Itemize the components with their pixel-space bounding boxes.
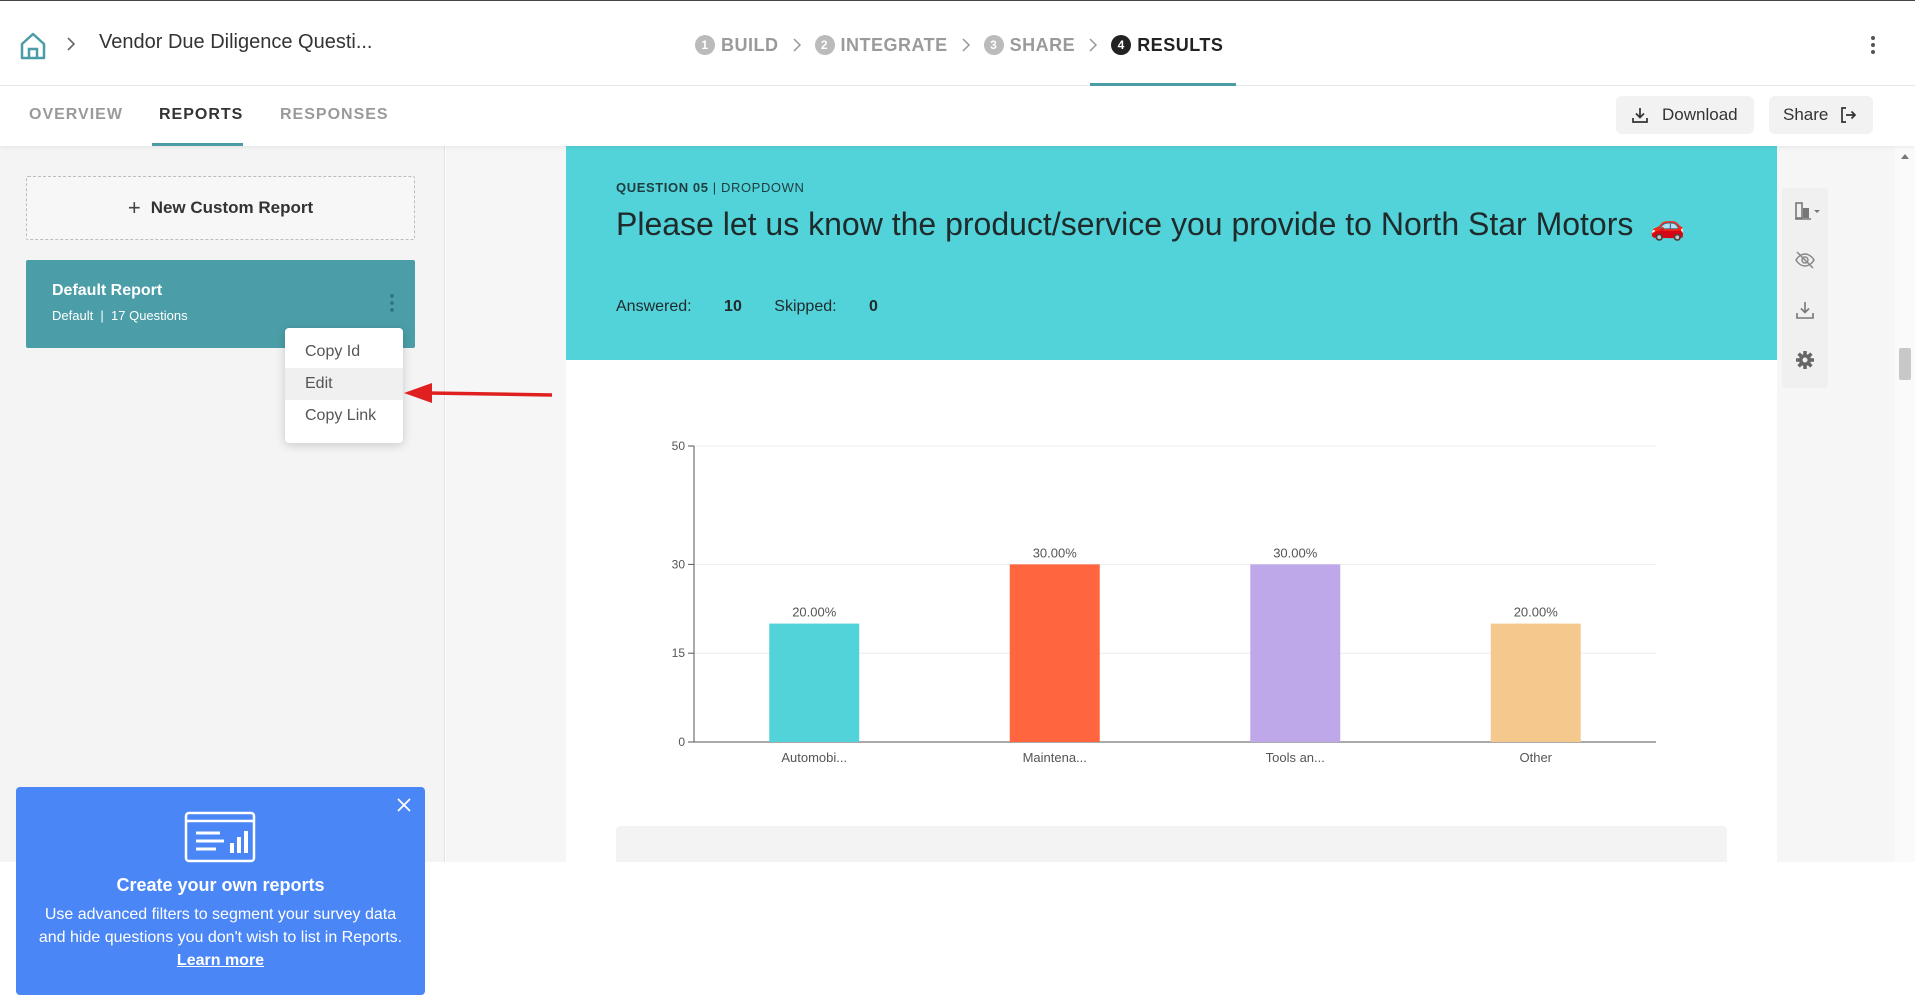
new-report-label: New Custom Report bbox=[150, 198, 314, 217]
skipped-label: Skipped: bbox=[774, 298, 837, 315]
chevron-right-icon bbox=[67, 37, 76, 51]
question-header: QUESTION 05 | DROPDOWN Please let us kno… bbox=[566, 146, 1777, 360]
question-card: QUESTION 05 | DROPDOWN Please let us kno… bbox=[566, 146, 1777, 862]
y-tick-label: 0 bbox=[678, 735, 685, 749]
step-number: 3 bbox=[983, 35, 1004, 55]
active-tab-indicator bbox=[152, 143, 243, 146]
step-share[interactable]: 3 SHARE bbox=[983, 34, 1076, 56]
data-label: 20.00% bbox=[1514, 605, 1559, 620]
share-label: Share bbox=[1783, 105, 1829, 124]
report-content: QUESTION 05 | DROPDOWN Please let us kno… bbox=[446, 146, 1915, 862]
chart-type-icon[interactable] bbox=[1794, 200, 1822, 222]
chart-bar bbox=[1490, 623, 1581, 742]
red-arrow-annotation bbox=[404, 383, 553, 403]
more-vertical-icon[interactable] bbox=[1866, 33, 1880, 57]
step-build[interactable]: 1 BUILD bbox=[695, 35, 779, 56]
promo-title: Create your own reports bbox=[116, 875, 325, 895]
home-icon[interactable] bbox=[18, 31, 48, 61]
download-icon bbox=[1632, 108, 1648, 123]
step-number: 1 bbox=[695, 35, 715, 55]
data-label: 20.00% bbox=[792, 605, 837, 620]
question-stats: Answered: 10 Skipped: 0 bbox=[616, 298, 906, 316]
eye-off-icon[interactable] bbox=[1794, 249, 1816, 271]
plus-icon: + bbox=[127, 195, 141, 220]
menu-edit[interactable]: Edit bbox=[285, 368, 403, 400]
category-label: Other bbox=[1519, 750, 1552, 765]
chart-bar bbox=[769, 623, 860, 742]
step-integrate[interactable]: 2 INTEGRATE bbox=[814, 34, 948, 56]
car-emoji-icon: 🚗 bbox=[1650, 210, 1686, 241]
share-button[interactable]: Share bbox=[1769, 96, 1873, 134]
question-number: QUESTION 05 bbox=[616, 180, 709, 195]
more-vertical-icon[interactable] bbox=[388, 292, 396, 314]
data-label: 30.00% bbox=[1033, 545, 1078, 560]
results-subnav: OVERVIEW REPORTS RESPONSES Download Shar… bbox=[0, 86, 1915, 146]
results-bar-chart: 0 15 30 50 20.00% Automobi... 30.00% Maintena..… bbox=[672, 439, 1656, 765]
reports-sidebar: + New Custom Report Default Report Defau… bbox=[0, 146, 445, 995]
close-icon[interactable] bbox=[396, 797, 412, 813]
step-number: 2 bbox=[814, 35, 835, 55]
tab-responses[interactable]: RESPONSES bbox=[280, 106, 389, 123]
download-label: Download bbox=[1662, 105, 1738, 124]
answered-count: 10 bbox=[724, 298, 742, 315]
category-label: Tools an... bbox=[1266, 750, 1325, 765]
chart-bar bbox=[1250, 564, 1341, 742]
page-scrollbar[interactable] bbox=[1895, 146, 1915, 862]
question-text-content: Please let us know the product/service y… bbox=[616, 206, 1634, 242]
share-exit-icon bbox=[1841, 107, 1857, 123]
answer-table-area bbox=[616, 826, 1727, 862]
scroll-up-icon[interactable] bbox=[1900, 152, 1910, 160]
gear-icon[interactable] bbox=[1794, 349, 1816, 371]
chevron-right-icon bbox=[1075, 35, 1111, 55]
step-label: RESULTS bbox=[1137, 34, 1224, 55]
download-button[interactable]: Download bbox=[1616, 96, 1754, 134]
active-step-indicator bbox=[1090, 83, 1236, 87]
y-tick-label: 50 bbox=[672, 439, 686, 453]
top-bar: Vendor Due Diligence Questi... 1 BUILD 2… bbox=[0, 0, 1915, 87]
question-label: QUESTION 05 | DROPDOWN bbox=[616, 180, 805, 195]
new-custom-report-button[interactable]: + New Custom Report bbox=[26, 176, 415, 240]
create-reports-promo: Create your own reports Use advanced fil… bbox=[16, 787, 425, 995]
tab-overview[interactable]: OVERVIEW bbox=[29, 106, 123, 123]
report-title: Default Report bbox=[52, 282, 163, 299]
step-results[interactable]: 4 RESULTS bbox=[1111, 35, 1223, 56]
data-label: 30.00% bbox=[1273, 545, 1318, 560]
report-subtitle: Default | 17 Questions bbox=[52, 308, 188, 323]
promo-text: Use advanced filters to segment your sur… bbox=[38, 903, 403, 972]
menu-copy-link[interactable]: Copy Link bbox=[305, 407, 377, 424]
step-nav: 1 BUILD 2 INTEGRATE 3 SHARE 4 RESULTS bbox=[695, 31, 1223, 59]
chart-bar bbox=[1009, 564, 1100, 742]
category-label: Automobi... bbox=[781, 750, 847, 765]
y-tick-label: 30 bbox=[672, 557, 686, 571]
step-label: BUILD bbox=[721, 34, 779, 55]
tab-reports[interactable]: REPORTS bbox=[159, 106, 244, 123]
chevron-right-icon bbox=[948, 35, 984, 55]
step-label: SHARE bbox=[1009, 34, 1076, 55]
y-tick-label: 15 bbox=[672, 646, 686, 660]
scrollbar-thumb[interactable] bbox=[1899, 348, 1911, 380]
chart-toolbar bbox=[1782, 188, 1828, 388]
question-text: Please let us know the product/service y… bbox=[616, 206, 1685, 243]
chevron-right-icon bbox=[779, 35, 815, 55]
promo-body: Use advanced filters to segment your sur… bbox=[38, 906, 403, 946]
category-label: Maintena... bbox=[1023, 750, 1087, 765]
step-number: 4 bbox=[1111, 35, 1132, 55]
survey-title[interactable]: Vendor Due Diligence Questi... bbox=[99, 31, 373, 53]
download-icon[interactable] bbox=[1794, 299, 1816, 321]
skipped-count: 0 bbox=[869, 298, 878, 315]
question-type: DROPDOWN bbox=[720, 180, 805, 195]
answered-label: Answered: bbox=[616, 298, 692, 315]
report-context-menu: Copy Id Edit Copy Link bbox=[285, 328, 403, 443]
learn-more-link[interactable]: Learn more bbox=[176, 952, 265, 969]
step-label: INTEGRATE bbox=[840, 34, 948, 55]
menu-copy-id[interactable]: Copy Id bbox=[305, 343, 361, 360]
report-chart-icon bbox=[184, 811, 256, 863]
